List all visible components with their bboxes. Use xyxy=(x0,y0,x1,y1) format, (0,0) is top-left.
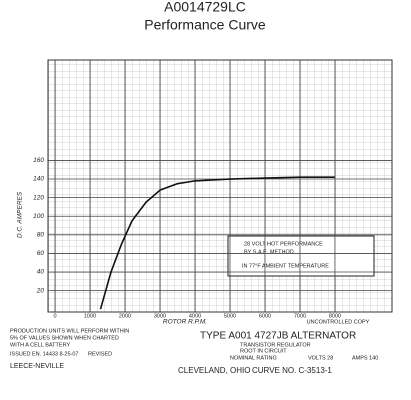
issued: ISSUED EN. 14433 8-25-07 xyxy=(10,351,78,357)
y-tick-label: 160 xyxy=(33,157,44,164)
company: LEECE-NEVILLE xyxy=(10,363,64,370)
chart-title: A0014729LC xyxy=(164,0,246,15)
y-tick-label: 40 xyxy=(37,269,45,276)
annotation: IN 77°F AMBIENT TEMPERATURE xyxy=(242,263,329,269)
x-tick-label: 1000 xyxy=(84,313,96,319)
x-tick-label: 5000 xyxy=(224,313,236,319)
x-tick-label: 6000 xyxy=(259,313,271,319)
regulator: TRANSISTOR REGULATOR xyxy=(240,342,311,348)
volts: VOLTS 28 xyxy=(308,355,333,361)
rating: NOMINAL RATING xyxy=(230,355,277,361)
y-tick-label: 120 xyxy=(33,194,44,201)
amps: AMPS 140 xyxy=(352,355,378,361)
x-tick-label: 3000 xyxy=(154,313,166,319)
x-tick-label: 4000 xyxy=(189,313,201,319)
chart-subtitle: Performance Curve xyxy=(144,17,266,33)
y-tick-label: 20 xyxy=(36,287,45,294)
type: TYPE A001 4727JB ALTERNATOR xyxy=(200,331,356,342)
root: ROOT IN CIRCUIT xyxy=(240,348,287,354)
note: PRODUCTION UNITS WILL PERFORM WITHIN xyxy=(10,328,129,334)
y-axis-label: D.C. AMPERES xyxy=(17,191,24,238)
y-tick-label: 80 xyxy=(37,232,45,239)
note: 5% OF VALUES SHOWN WHEN CHARTED xyxy=(10,335,119,341)
y-tick-label: 140 xyxy=(33,176,44,183)
curve-number: CURVE NO. C-3513-1 xyxy=(252,366,332,375)
annotation: BY S.A.E. METHOD xyxy=(244,249,294,255)
x-tick-label: 7000 xyxy=(294,313,306,319)
annotation-box xyxy=(227,235,375,277)
note: WITH A CELL BATTERY xyxy=(10,342,70,348)
revised: REVISED xyxy=(88,351,112,357)
city: CLEVELAND, OHIO xyxy=(178,366,250,375)
x-axis-label: ROTOR R.P.M. xyxy=(163,319,207,326)
x-tick-label: 0 xyxy=(53,313,56,319)
stamp: UNCONTROLLED COPY xyxy=(307,319,370,325)
curve xyxy=(99,176,335,310)
x-tick-label: 2000 xyxy=(119,313,131,319)
annotation: 28 VOLT HOT PERFORMANCE xyxy=(244,241,323,247)
y-tick-label: 60 xyxy=(37,250,45,257)
y-tick-label: 100 xyxy=(33,213,44,220)
x-tick-label: 8000 xyxy=(329,313,341,319)
